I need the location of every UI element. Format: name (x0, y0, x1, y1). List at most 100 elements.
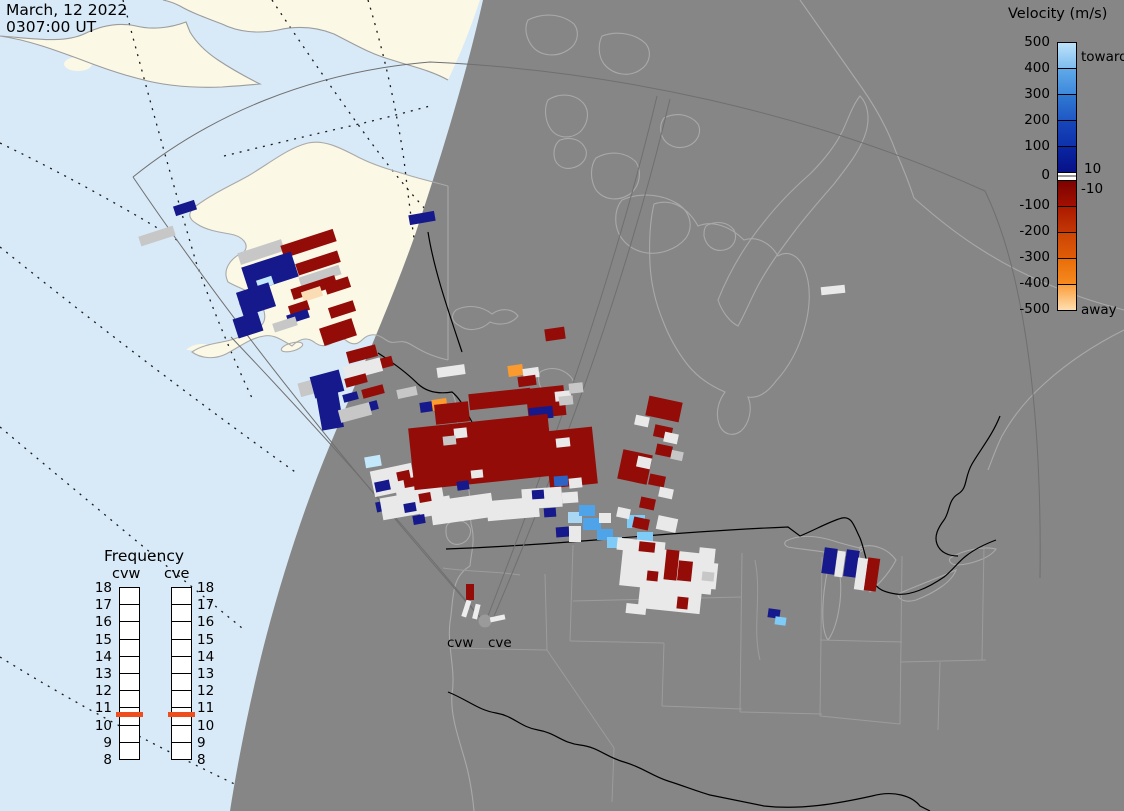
velocity-cell (517, 374, 537, 388)
frequency-bar-cell-cvw (119, 690, 140, 709)
velocity-cell (374, 479, 391, 493)
frequency-tick-label: 9 (103, 734, 112, 751)
colorbar-tick-label: 300 (1024, 86, 1050, 102)
velocity-cell (863, 557, 881, 592)
velocity-cell (345, 344, 379, 364)
colorbar-zero-band (1058, 173, 1076, 181)
velocity-cell (663, 549, 680, 581)
velocity-cell (361, 384, 385, 399)
velocity-cell (821, 547, 838, 575)
colorbar-lower-threshold: -10 (1081, 181, 1104, 197)
colorbar-segment (1058, 69, 1076, 95)
timestamp-time: 0307:00 UT (6, 17, 97, 36)
velocity-cell (676, 560, 694, 582)
colorbar-segment (1058, 147, 1076, 173)
frequency-radar-label-cve: cve (164, 566, 190, 582)
frequency-tick-label: 9 (197, 734, 206, 751)
frequency-bar-cell-cve (171, 655, 192, 674)
velocity-cell (544, 326, 566, 342)
frequency-radar-label-cvw: cvw (112, 566, 141, 582)
velocity-cell (419, 401, 434, 413)
colorbar-tick-label: 0 (1041, 167, 1050, 183)
velocity-cell (553, 475, 569, 487)
colorbar-segment (1058, 233, 1076, 259)
velocity-cell (466, 584, 474, 600)
frequency-panel-title: Frequency (104, 547, 185, 565)
frequency-tick-label: 15 (94, 631, 112, 648)
frequency-bar-cell-cvw (119, 587, 140, 606)
velocity-cell (531, 489, 545, 500)
velocity-cell (607, 537, 622, 548)
frequency-tick-label: 13 (197, 666, 215, 682)
colorbar-segment (1058, 181, 1076, 207)
velocity-cell (418, 492, 432, 503)
colorbar-segment (1058, 43, 1076, 69)
frequency-bar-cell-cvw (119, 673, 140, 692)
velocity-cell (543, 507, 557, 518)
frequency-tick-label: 17 (197, 597, 215, 614)
frequency-bar-cell-cvw (119, 741, 140, 760)
velocity-cell (568, 512, 582, 523)
velocity-cell (634, 414, 650, 428)
velocity-cell (468, 387, 532, 411)
frequency-tick-label: 14 (197, 648, 215, 665)
frequency-tick-label: 17 (94, 597, 112, 614)
velocity-cell (316, 391, 344, 431)
frequency-bar-cell-cve (171, 724, 192, 743)
frequency-marker-cve (168, 711, 195, 717)
velocity-cell (685, 560, 719, 590)
velocity-cell (435, 469, 449, 480)
velocity-cell (403, 477, 417, 488)
radar-beam-mark (472, 603, 481, 620)
frequency-bar-cell-cvw (119, 638, 140, 657)
frequency-tick-label: 12 (197, 683, 215, 700)
velocity-cell (364, 454, 382, 469)
velocity-cell (412, 514, 426, 525)
frequency-bar-cell-cve (171, 741, 192, 760)
frequency-bar-cell-cvw (119, 604, 140, 623)
velocity-colorbar (1057, 42, 1077, 311)
velocity-cell (638, 541, 656, 553)
velocity-cell (636, 455, 652, 470)
frequency-bar-cell-cvw (119, 655, 140, 674)
colorbar-tick-label: -300 (1019, 249, 1050, 265)
velocity-cell (436, 364, 466, 378)
velocity-cell (408, 210, 436, 226)
velocity-cells-layer (138, 199, 881, 626)
colorbar-tick-label: -500 (1019, 301, 1050, 317)
velocity-cell (429, 492, 495, 526)
velocity-cell (442, 435, 457, 446)
velocity-cell (632, 516, 650, 531)
velocity-cell (280, 228, 337, 259)
velocity-cell (323, 276, 352, 295)
timestamp-date: March, 12 2022 (6, 1, 128, 19)
velocity-cell (616, 506, 631, 520)
velocity-cell (298, 264, 342, 288)
velocity-cell (138, 225, 176, 247)
velocity-cell (342, 357, 384, 381)
velocity-cell (663, 431, 679, 445)
frequency-bar-cell-cve (171, 690, 192, 709)
velocity-cell (561, 491, 579, 504)
frequency-bar-cell-cve (171, 638, 192, 657)
velocity-cell (843, 549, 860, 578)
velocity-cell (456, 480, 470, 491)
colorbar-segment (1058, 259, 1076, 285)
velocity-cell (319, 318, 357, 346)
velocity-cell (569, 526, 581, 542)
velocity-cell (579, 505, 595, 516)
velocity-cell (555, 437, 571, 448)
day-landmasses (0, 0, 480, 360)
velocity-cell (434, 401, 470, 425)
frequency-tick-label: 13 (94, 666, 112, 682)
velocity-cell (583, 518, 601, 530)
velocity-cell (670, 449, 684, 462)
velocity-cell (309, 369, 345, 399)
velocity-cell (767, 608, 781, 619)
colorbar-tick-label: -200 (1019, 223, 1050, 239)
frequency-bar-cell-cve (171, 673, 192, 692)
timestamp: March, 12 2022 0307:00 UT (6, 2, 127, 35)
velocity-cell (774, 616, 787, 626)
velocity-cell (470, 469, 484, 479)
